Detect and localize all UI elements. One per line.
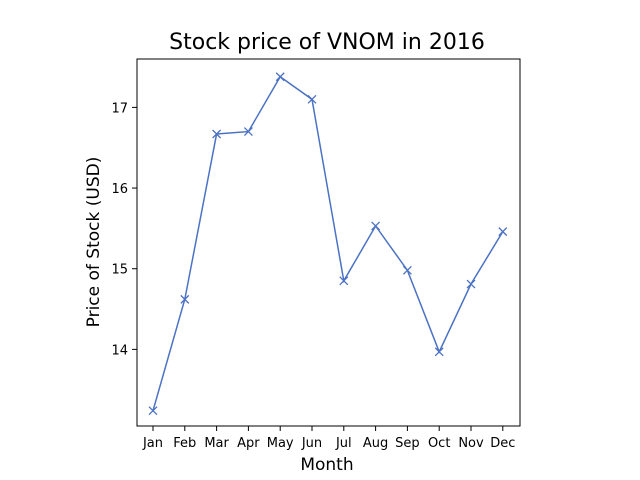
y-tick-label: 15 [111,263,128,278]
data-point [212,129,222,139]
x-tick-label: Dec [490,436,515,451]
x-axis-label: Month [300,455,353,475]
x-axis: Jan Feb Mar Apr May Jun Jul Aug Sep Oct Nov Dec [142,426,515,451]
x-tick-label: Aug [363,436,388,451]
data-point [434,347,444,357]
data-point [466,279,476,289]
data-markers [148,72,508,416]
x-tick-label: Nov [458,436,484,451]
x-tick-label: Jan [142,436,163,451]
data-point [371,221,381,231]
x-tick-label: Apr [237,436,260,451]
x-tick-label: Oct [428,436,450,451]
data-point [275,72,285,82]
chart-title: Stock price of VNOM in 2016 [169,30,485,55]
series-line [152,75,504,411]
x-tick-label: May [267,436,294,451]
data-point [307,94,317,104]
x-tick-label: Jul [335,436,352,451]
y-axis: 14 15 16 17 [111,101,137,358]
data-point [180,294,190,304]
data-point [402,265,412,275]
data-point [339,276,349,286]
y-tick-label: 14 [111,343,128,358]
x-tick-label: Jun [301,436,322,451]
data-point [243,127,253,137]
x-tick-label: Mar [204,436,229,451]
y-axis-label: Price of Stock (USD) [84,157,104,328]
y-tick-label: 17 [111,101,128,116]
data-point [498,227,508,237]
x-tick-label: Sep [395,436,420,451]
x-tick-label: Feb [173,436,196,451]
data-point [148,406,158,416]
y-tick-label: 16 [111,182,128,197]
plot-area [136,58,521,427]
